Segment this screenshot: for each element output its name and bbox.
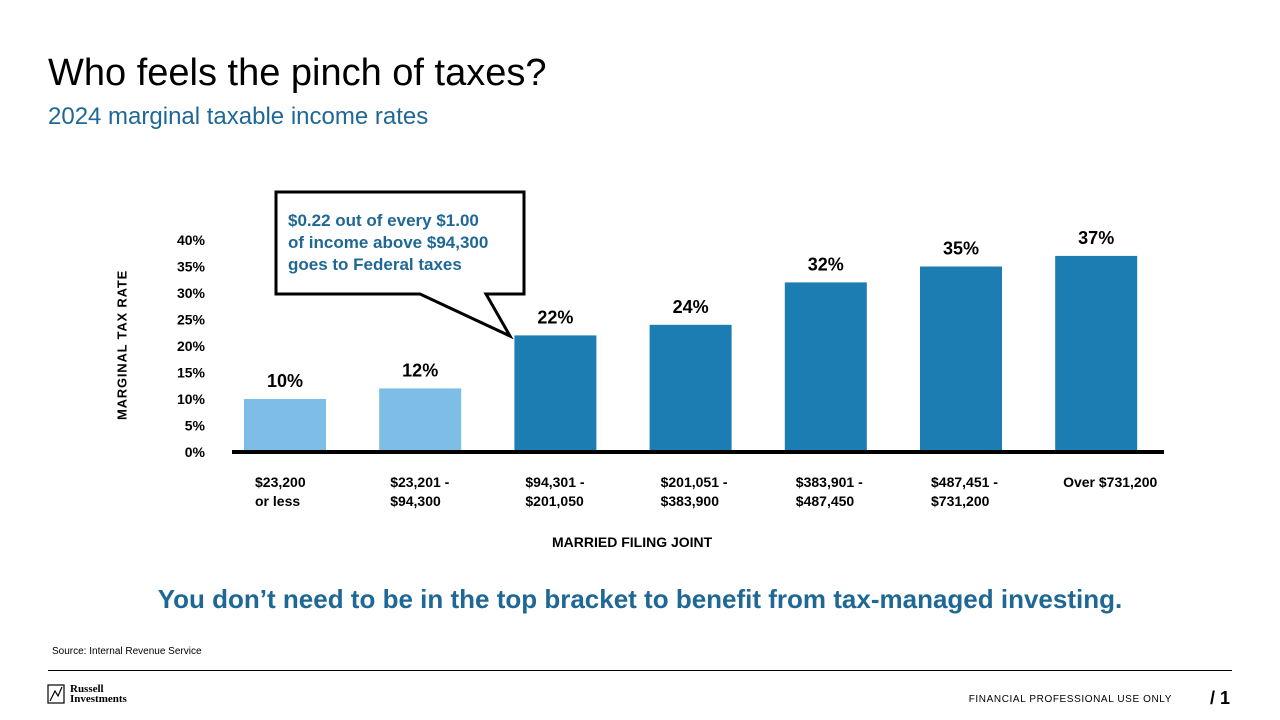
x-tick-label: $201,050 xyxy=(525,493,584,509)
page-subtitle: 2024 marginal taxable income rates xyxy=(48,103,429,130)
y-tick-label: 5% xyxy=(185,418,206,434)
logo-wordmark: Russell Investments xyxy=(70,683,127,705)
data-label: 10% xyxy=(267,371,303,391)
logo-line-2: Investments xyxy=(70,693,127,705)
bar-chart: 0% 5% 10% 15% 20% 25% 30% 35% 40% 10% $23,200 or le… xyxy=(177,190,1164,509)
data-label: 35% xyxy=(943,239,979,259)
x-tick-label: $23,201 - xyxy=(390,474,449,490)
x-tick-label: $383,901 - xyxy=(796,474,863,490)
callout-line-2: of income above $94,300 xyxy=(288,233,489,252)
data-label: 24% xyxy=(673,297,709,317)
callout-box xyxy=(274,190,526,340)
bar xyxy=(244,399,326,452)
data-label: 32% xyxy=(808,254,844,274)
y-tick-label: 30% xyxy=(177,285,206,301)
data-label: 22% xyxy=(537,307,573,327)
footer-disclaimer: FINANCIAL PROFESSIONAL USE ONLY xyxy=(968,694,1172,705)
callout-text: $0.22 out of every $1.00 of income above… xyxy=(288,210,520,276)
x-tick-label: $94,300 xyxy=(390,493,441,509)
y-tick-label: 40% xyxy=(177,232,206,248)
y-tick-label: 20% xyxy=(177,338,206,354)
page-number: / 1 xyxy=(1209,688,1230,708)
x-axis-label: MARRIED FILING JOINT xyxy=(552,534,713,550)
x-tick-label: $731,200 xyxy=(931,493,990,509)
bar xyxy=(784,282,867,452)
logo-line-1: Russell xyxy=(70,683,104,695)
x-tick-label: or less xyxy=(255,493,300,509)
x-tick-label: Over $731,200 xyxy=(1063,474,1157,490)
y-tick-label: 25% xyxy=(177,312,206,328)
footer-divider xyxy=(48,670,1232,671)
russell-investments-logo-icon xyxy=(47,684,65,704)
x-tick-label: $94,301 - xyxy=(525,474,584,490)
x-tick-label: $23,200 xyxy=(255,474,306,490)
x-tick-label: $487,450 xyxy=(796,493,855,509)
x-tick-label: $487,451 - xyxy=(931,474,998,490)
bar xyxy=(379,388,462,452)
callout-line-3: goes to Federal taxes xyxy=(288,255,462,274)
callout-line-1: $0.22 out of every $1.00 xyxy=(288,211,479,230)
x-tick-label: $383,900 xyxy=(661,493,720,509)
bar xyxy=(514,335,597,452)
y-tick-label: 15% xyxy=(177,365,206,381)
tagline: You don’t need to be in the top bracket … xyxy=(157,584,1123,614)
data-label: 37% xyxy=(1078,228,1114,248)
y-tick-label: 10% xyxy=(177,391,206,407)
bar xyxy=(1055,255,1138,452)
source-note: Source: Internal Revenue Service xyxy=(52,646,202,657)
page-title: Who feels the pinch of taxes? xyxy=(48,52,547,94)
y-tick-label: 35% xyxy=(177,259,206,275)
x-tick-label: $201,051 - xyxy=(661,474,728,490)
bar xyxy=(920,266,1002,452)
bar xyxy=(649,324,732,452)
data-label: 12% xyxy=(402,360,438,380)
y-tick-label: 0% xyxy=(185,444,206,460)
